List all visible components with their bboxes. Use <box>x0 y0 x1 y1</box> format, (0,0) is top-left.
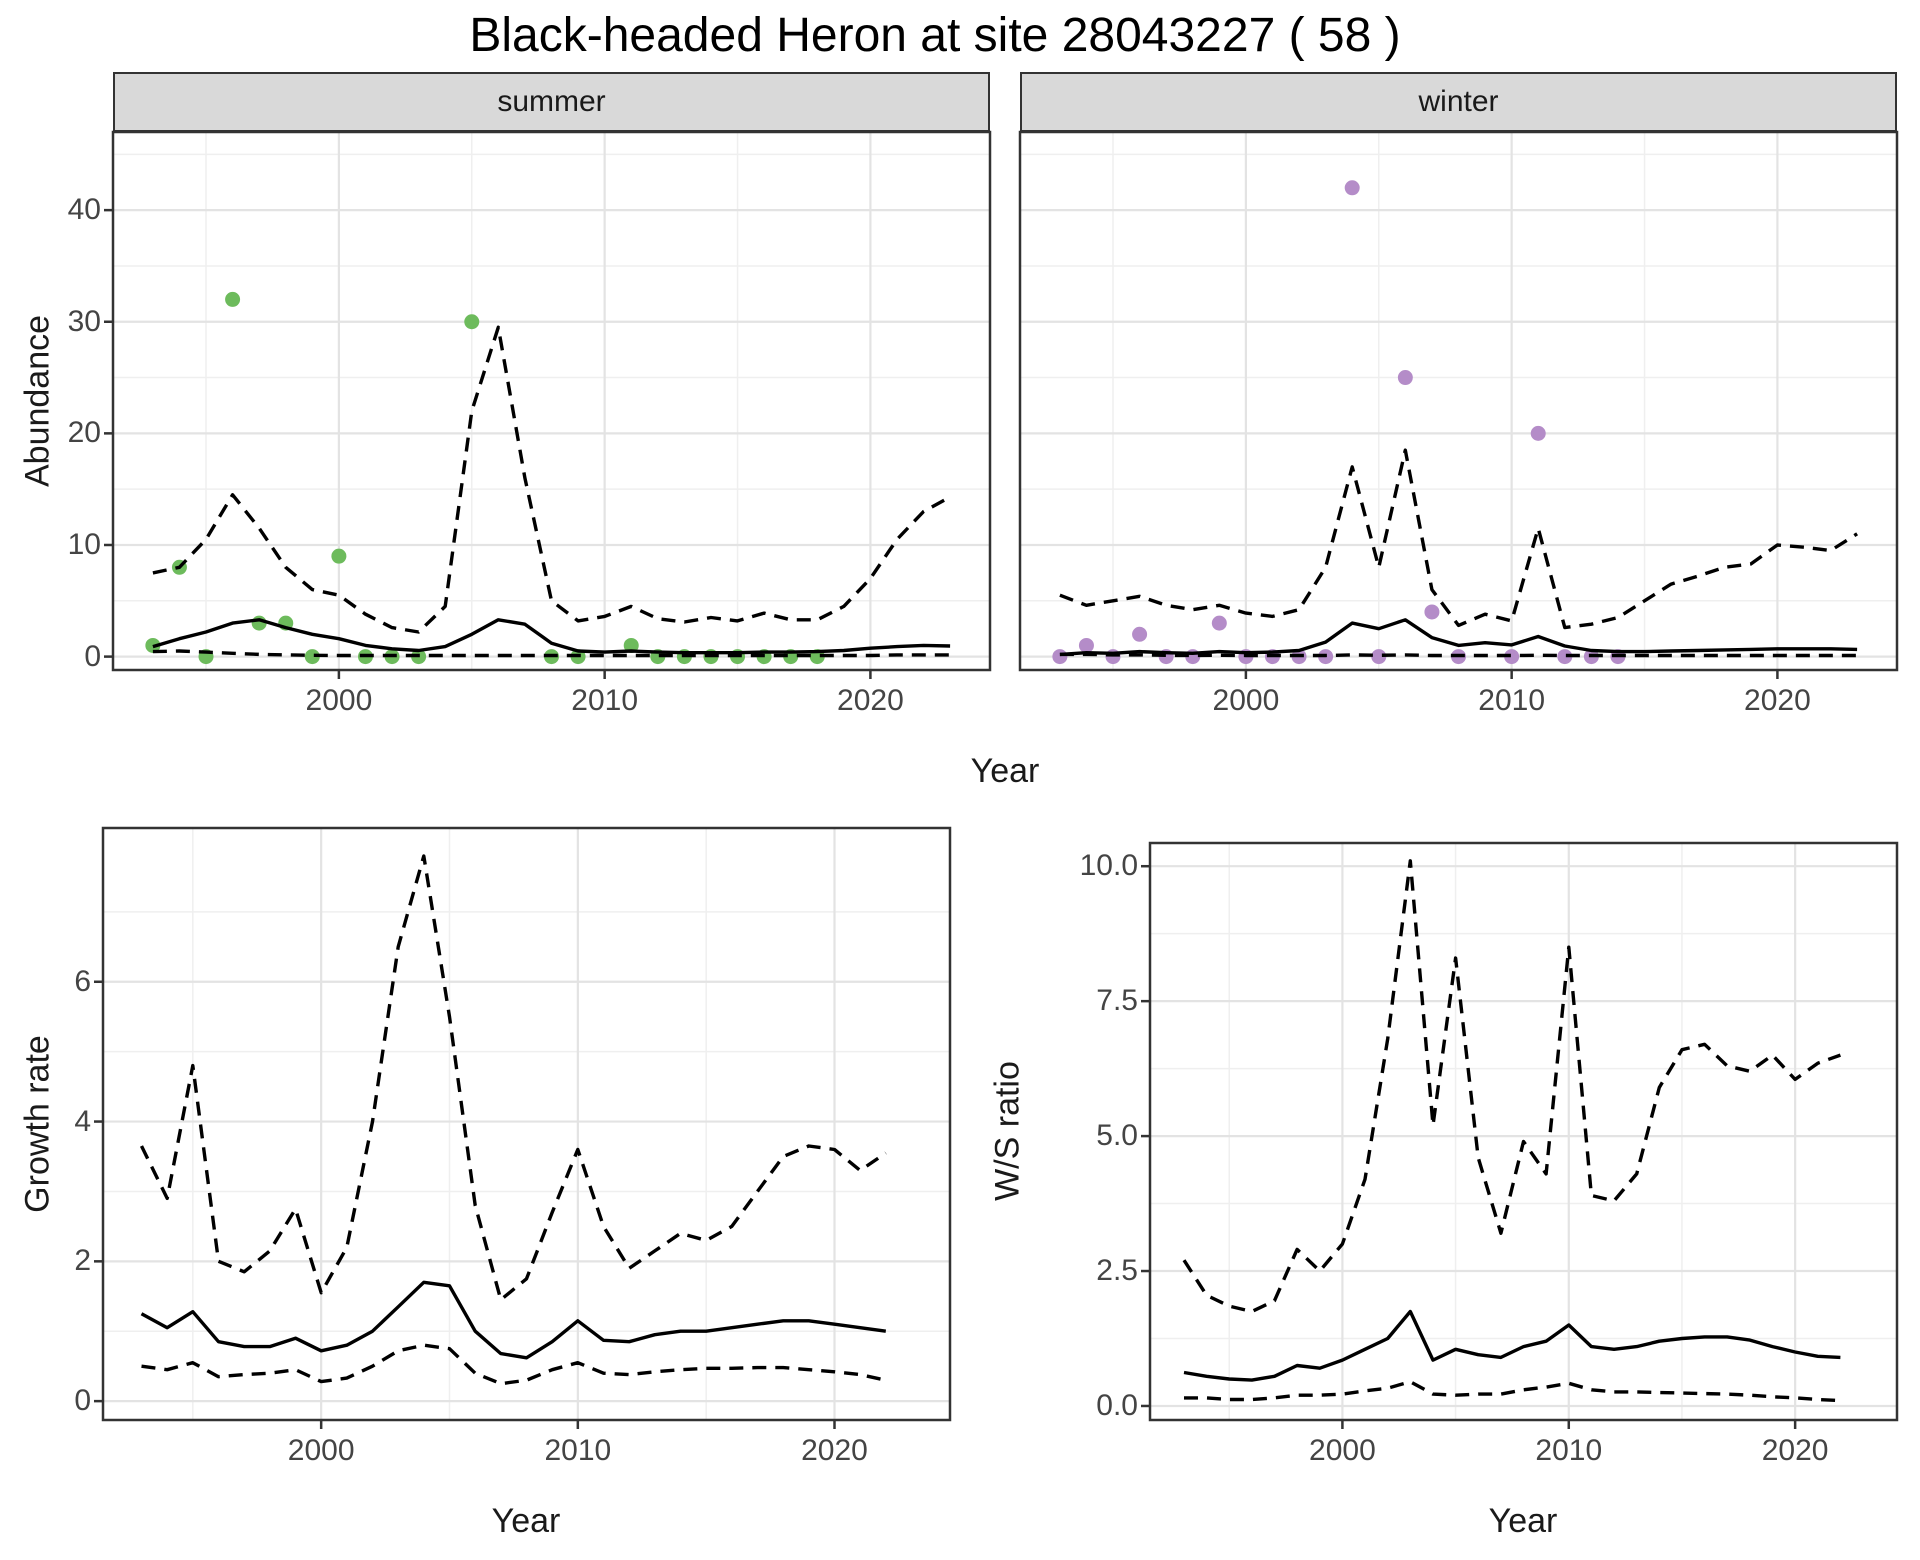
ci-lower-line <box>152 649 951 658</box>
ci-upper-line <box>1182 859 1841 1314</box>
facet-strip-winter: winter <box>1020 72 1897 132</box>
x-tick-label: 2000 <box>287 1434 355 1467</box>
facet-strip-winter-label: winter <box>1418 85 1499 118</box>
y-tick-label: 20 <box>67 416 101 450</box>
x-axis-title-year-top: Year <box>970 752 1040 790</box>
ci-upper-line <box>139 854 887 1302</box>
chart-title: Black-headed Heron at site 28043227 ( 58… <box>469 9 1401 62</box>
x-axis-title-year-ws: Year <box>1488 1502 1558 1540</box>
panel-background <box>1150 843 1897 1420</box>
y-tick-label: 5.0 <box>1096 1119 1138 1153</box>
panel-border <box>1018 130 1899 672</box>
x-tick-label: 2000 <box>305 684 373 717</box>
ci-upper-line <box>152 325 951 634</box>
y-tick-label: 10 <box>67 527 101 561</box>
x-tick-label: 2010 <box>1478 684 1546 717</box>
data-point-winter <box>1132 626 1148 642</box>
panel-border <box>101 826 952 1422</box>
data-point-summer <box>251 615 267 631</box>
y-tick-label: 2 <box>74 1244 91 1278</box>
data-point-winter <box>1052 649 1068 665</box>
fit-line <box>1183 1309 1841 1382</box>
y-tick-label: 0.0 <box>1096 1388 1138 1422</box>
data-point-winter <box>1397 370 1413 386</box>
facet-strip-summer-label: summer <box>497 85 606 118</box>
y-axis-title-abundance: Abundance <box>18 314 57 488</box>
data-point-summer <box>464 314 480 330</box>
x-tick-label: 2010 <box>1535 1434 1603 1467</box>
data-point-winter <box>1530 425 1546 441</box>
data-point-summer <box>623 637 639 653</box>
ci-lower-line <box>141 1343 887 1386</box>
ci-lower-line <box>1059 652 1858 658</box>
data-point-winter <box>1504 649 1520 665</box>
panel-background <box>1020 132 1897 670</box>
panel-border <box>1148 841 1899 1422</box>
y-tick-label: 7.5 <box>1096 984 1138 1018</box>
y-tick-label: 0 <box>84 639 101 673</box>
x-tick-label: 2000 <box>1212 684 1280 717</box>
x-tick-label: 2020 <box>837 684 904 717</box>
data-point-winter <box>1211 615 1227 631</box>
data-point-winter <box>1557 649 1573 665</box>
data-point-winter <box>1424 604 1440 620</box>
y-tick-label: 2.5 <box>1096 1254 1138 1288</box>
y-axis-title-ws-ratio: W/S ratio <box>988 1061 1027 1201</box>
data-point-summer <box>225 291 241 307</box>
panel-background <box>113 132 990 670</box>
ci-upper-line <box>1059 448 1859 630</box>
x-tick-label: 2020 <box>1744 684 1811 717</box>
y-tick-label: 0 <box>74 1384 91 1418</box>
data-point-winter <box>1371 649 1387 665</box>
y-tick-label: 4 <box>74 1104 91 1138</box>
facet-strip-summer: summer <box>113 72 990 132</box>
data-point-winter <box>1078 637 1094 653</box>
x-tick-label: 2010 <box>544 1434 612 1467</box>
y-tick-label: 10.0 <box>1079 849 1138 883</box>
x-tick-label: 2020 <box>801 1434 868 1467</box>
data-point-summer <box>304 649 320 665</box>
y-tick-label: 6 <box>74 964 91 998</box>
x-axis-title-year-growth: Year <box>491 1502 561 1540</box>
y-axis-title-growth-rate: Growth rate <box>18 1035 57 1213</box>
y-tick-label: 30 <box>67 304 101 338</box>
data-point-summer <box>331 548 347 564</box>
fit-line <box>152 618 951 655</box>
ci-lower-line <box>1184 1379 1841 1403</box>
fit-line <box>140 1280 887 1360</box>
x-tick-label: 2000 <box>1309 1434 1376 1467</box>
x-tick-label: 2020 <box>1761 1434 1829 1467</box>
fit-line <box>1059 618 1858 657</box>
x-tick-label: 2010 <box>571 684 639 717</box>
data-point-winter <box>1344 180 1360 196</box>
panel-border <box>111 130 992 672</box>
y-tick-label: 40 <box>67 193 101 227</box>
